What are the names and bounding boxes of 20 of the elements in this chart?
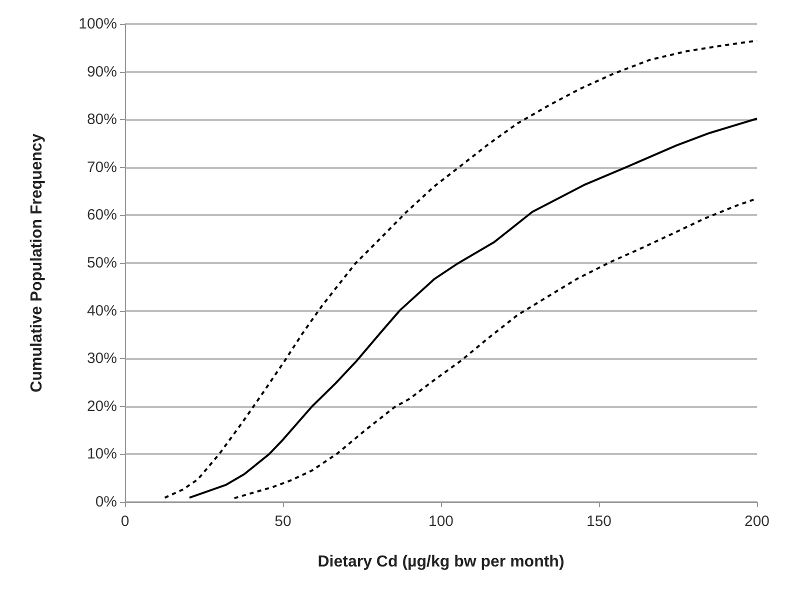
x-axis-title: Dietary Cd (µg/kg bw per month) (318, 554, 564, 570)
y-tick-label: 50% (86, 254, 117, 272)
y-tick-label: 40% (86, 302, 117, 320)
y-tick-label: 30% (86, 350, 117, 368)
line-series (188, 118, 758, 499)
y-tick-label: 80% (86, 111, 117, 128)
y-tick-label: 20% (86, 398, 117, 415)
x-tick-label: 50 (274, 513, 292, 530)
y-tick-label: 90% (86, 63, 117, 80)
x-tick-label: 100 (428, 513, 454, 530)
y-tick-label: 60% (86, 206, 117, 224)
y-tick-label: 70% (86, 158, 117, 176)
y-tick-label: 0% (95, 494, 117, 510)
x-tick-label: 200 (744, 513, 770, 530)
line-series (164, 40, 758, 499)
x-tick-label: 0 (120, 513, 130, 530)
x-tick-label: 150 (586, 513, 612, 530)
y-axis-title: Cumulative Population Frequency (28, 134, 46, 392)
y-tick-label: 100% (78, 16, 117, 32)
y-tick-label: 10% (86, 446, 117, 463)
